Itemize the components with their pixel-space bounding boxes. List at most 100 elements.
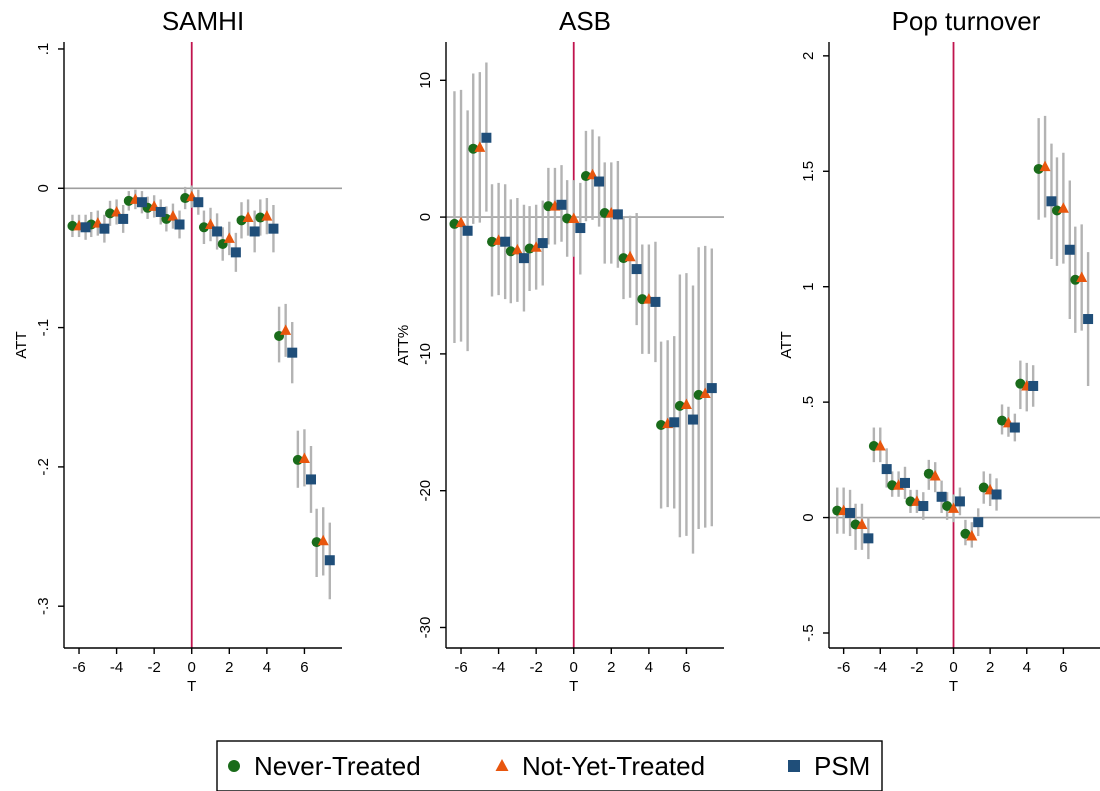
legend-label: Not-Yet-Treated [522,751,705,781]
psm-point [481,132,492,143]
legend-marker-psm [788,760,800,772]
psm-point [612,209,623,220]
x-tick-label: 2 [607,659,615,676]
y-tick-label: 2 [800,52,817,60]
y-tick-label: .5 [800,396,817,409]
y-tick-label: -30 [417,617,434,639]
never-treated-point [1033,163,1044,174]
psm-point [688,414,699,425]
legend-marker-not-yet-treated [495,759,509,771]
psm-point [155,206,166,217]
psm-point [193,197,204,208]
x-tick-label: -4 [874,659,887,676]
psm-point [518,253,529,264]
psm-point [268,223,279,234]
not-yet-treated-point [455,216,467,228]
psm-point [954,496,965,507]
not-yet-treated-point [874,440,886,451]
never-treated-point [1051,205,1062,216]
not-yet-treated-point [474,141,486,152]
psm-point [1064,244,1075,255]
x-tick-label: 4 [645,659,653,676]
psm-point [1028,380,1039,391]
psm-point [118,213,129,224]
psm-point [706,383,717,394]
x-tick-label: 6 [1059,659,1067,676]
x-tick-label: -4 [492,659,505,676]
y-tick-label: 0 [35,184,52,192]
psm-point [556,199,567,210]
x-tick-label: -6 [72,659,85,676]
never-treated-point [1015,378,1026,389]
not-yet-treated-point [317,534,329,546]
not-yet-treated-point [205,218,217,229]
y-tick-label: -.3 [35,597,52,615]
not-yet-treated-point [966,530,978,541]
not-yet-treated-point [223,232,235,243]
psm-point [669,417,680,428]
psm-point [99,223,110,234]
not-yet-treated-point [511,243,523,255]
x-tick-label: 0 [949,659,957,676]
never-treated-point [923,468,934,479]
y-tick-label: -.5 [800,624,817,642]
psm-point [306,474,317,485]
psm-point [575,223,586,234]
not-yet-treated-point [111,205,123,217]
x-tick-label: 6 [682,659,690,676]
not-yet-treated-point [280,324,292,335]
not-yet-treated-point [856,518,868,529]
not-yet-treated-point [530,241,542,252]
y-tick-label: 10 [417,72,434,89]
y-axis-title: ATT% [395,325,412,366]
x-tick-label: -6 [837,659,850,676]
x-axis-title: T [569,678,578,695]
chart-title: ASB [559,6,611,36]
x-tick-label: 2 [225,659,233,676]
y-tick-label: 1.5 [800,161,817,182]
psm-point [650,296,661,307]
psm-point [918,501,929,512]
legend: Never-Treated Not-Yet-Treated PSM [216,740,883,791]
legend-marker-never-treated [228,760,240,772]
psm-point [462,225,473,236]
not-yet-treated-point [568,212,580,223]
legend-box [216,740,883,791]
x-tick-label: -6 [454,659,467,676]
not-yet-treated-point [242,211,254,223]
psm-point [845,507,856,518]
x-axis-title: T [949,678,958,695]
x-tick-label: -2 [147,659,160,676]
not-yet-treated-point [1057,202,1069,213]
not-yet-treated-point [298,452,310,464]
not-yet-treated-point [624,250,636,262]
y-tick-label: -.2 [35,458,52,476]
psm-point [324,555,335,566]
x-tick-label: 2 [986,659,994,676]
x-tick-label: -2 [529,659,542,676]
chart-title: SAMHI [162,6,244,36]
never-treated-point [1070,274,1081,285]
not-yet-treated-point [1039,160,1051,172]
psm-point [991,489,1002,500]
never-treated-point [997,415,1008,426]
psm-point [212,226,223,237]
psm-point [249,226,260,237]
psm-point [899,477,910,488]
y-tick-label: 1 [800,283,817,291]
y-axis-title: ATT [778,331,795,358]
not-yet-treated-point [1076,271,1088,282]
y-tick-label: 0 [800,513,817,521]
never-treated-point [960,528,971,539]
y-tick-label: -.1 [35,319,52,337]
x-axis-title: T [187,678,196,695]
chart-title: Pop turnover [892,6,1041,36]
not-yet-treated-point [929,470,941,481]
never-treated-point [236,215,247,226]
not-yet-treated-point [167,210,179,221]
psm-point [287,347,298,358]
never-treated-point [198,222,209,233]
